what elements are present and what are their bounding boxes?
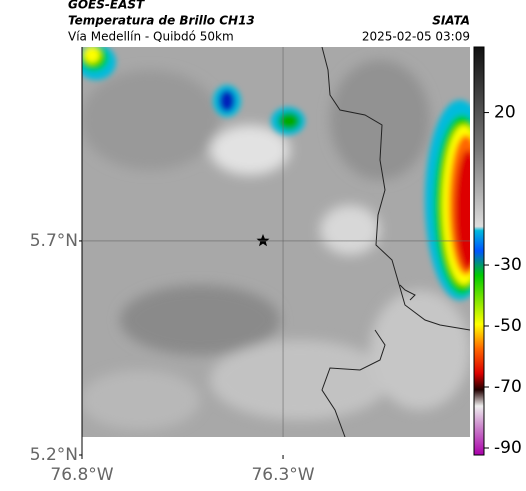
source: SIATA bbox=[432, 14, 470, 28]
colorbar-tick-label: -50 bbox=[494, 316, 522, 336]
product: Temperatura de Brillo CH13 bbox=[68, 14, 255, 28]
satellite-image bbox=[82, 47, 470, 437]
location-marker bbox=[256, 234, 270, 247]
lon-tick-label: 76.8°W bbox=[50, 465, 113, 485]
lat-tick-label: 5.2°N bbox=[30, 445, 78, 465]
colorbar-tick-label: 20 bbox=[494, 103, 516, 123]
colorbar-tick-label: -70 bbox=[494, 377, 522, 397]
colorbar-tick-label: -30 bbox=[494, 255, 522, 275]
colorbar bbox=[473, 46, 485, 456]
lon-tick-label: 76.3°W bbox=[251, 465, 314, 485]
title: GOES-EAST bbox=[68, 0, 145, 12]
region: Vía Medellín - Quibdó 50km bbox=[68, 30, 234, 44]
colorbar-tick-label: -90 bbox=[494, 438, 522, 458]
timestamp: 2025-02-05 03:09 bbox=[362, 30, 470, 44]
lat-tick-label: 5.7°N bbox=[30, 231, 78, 251]
